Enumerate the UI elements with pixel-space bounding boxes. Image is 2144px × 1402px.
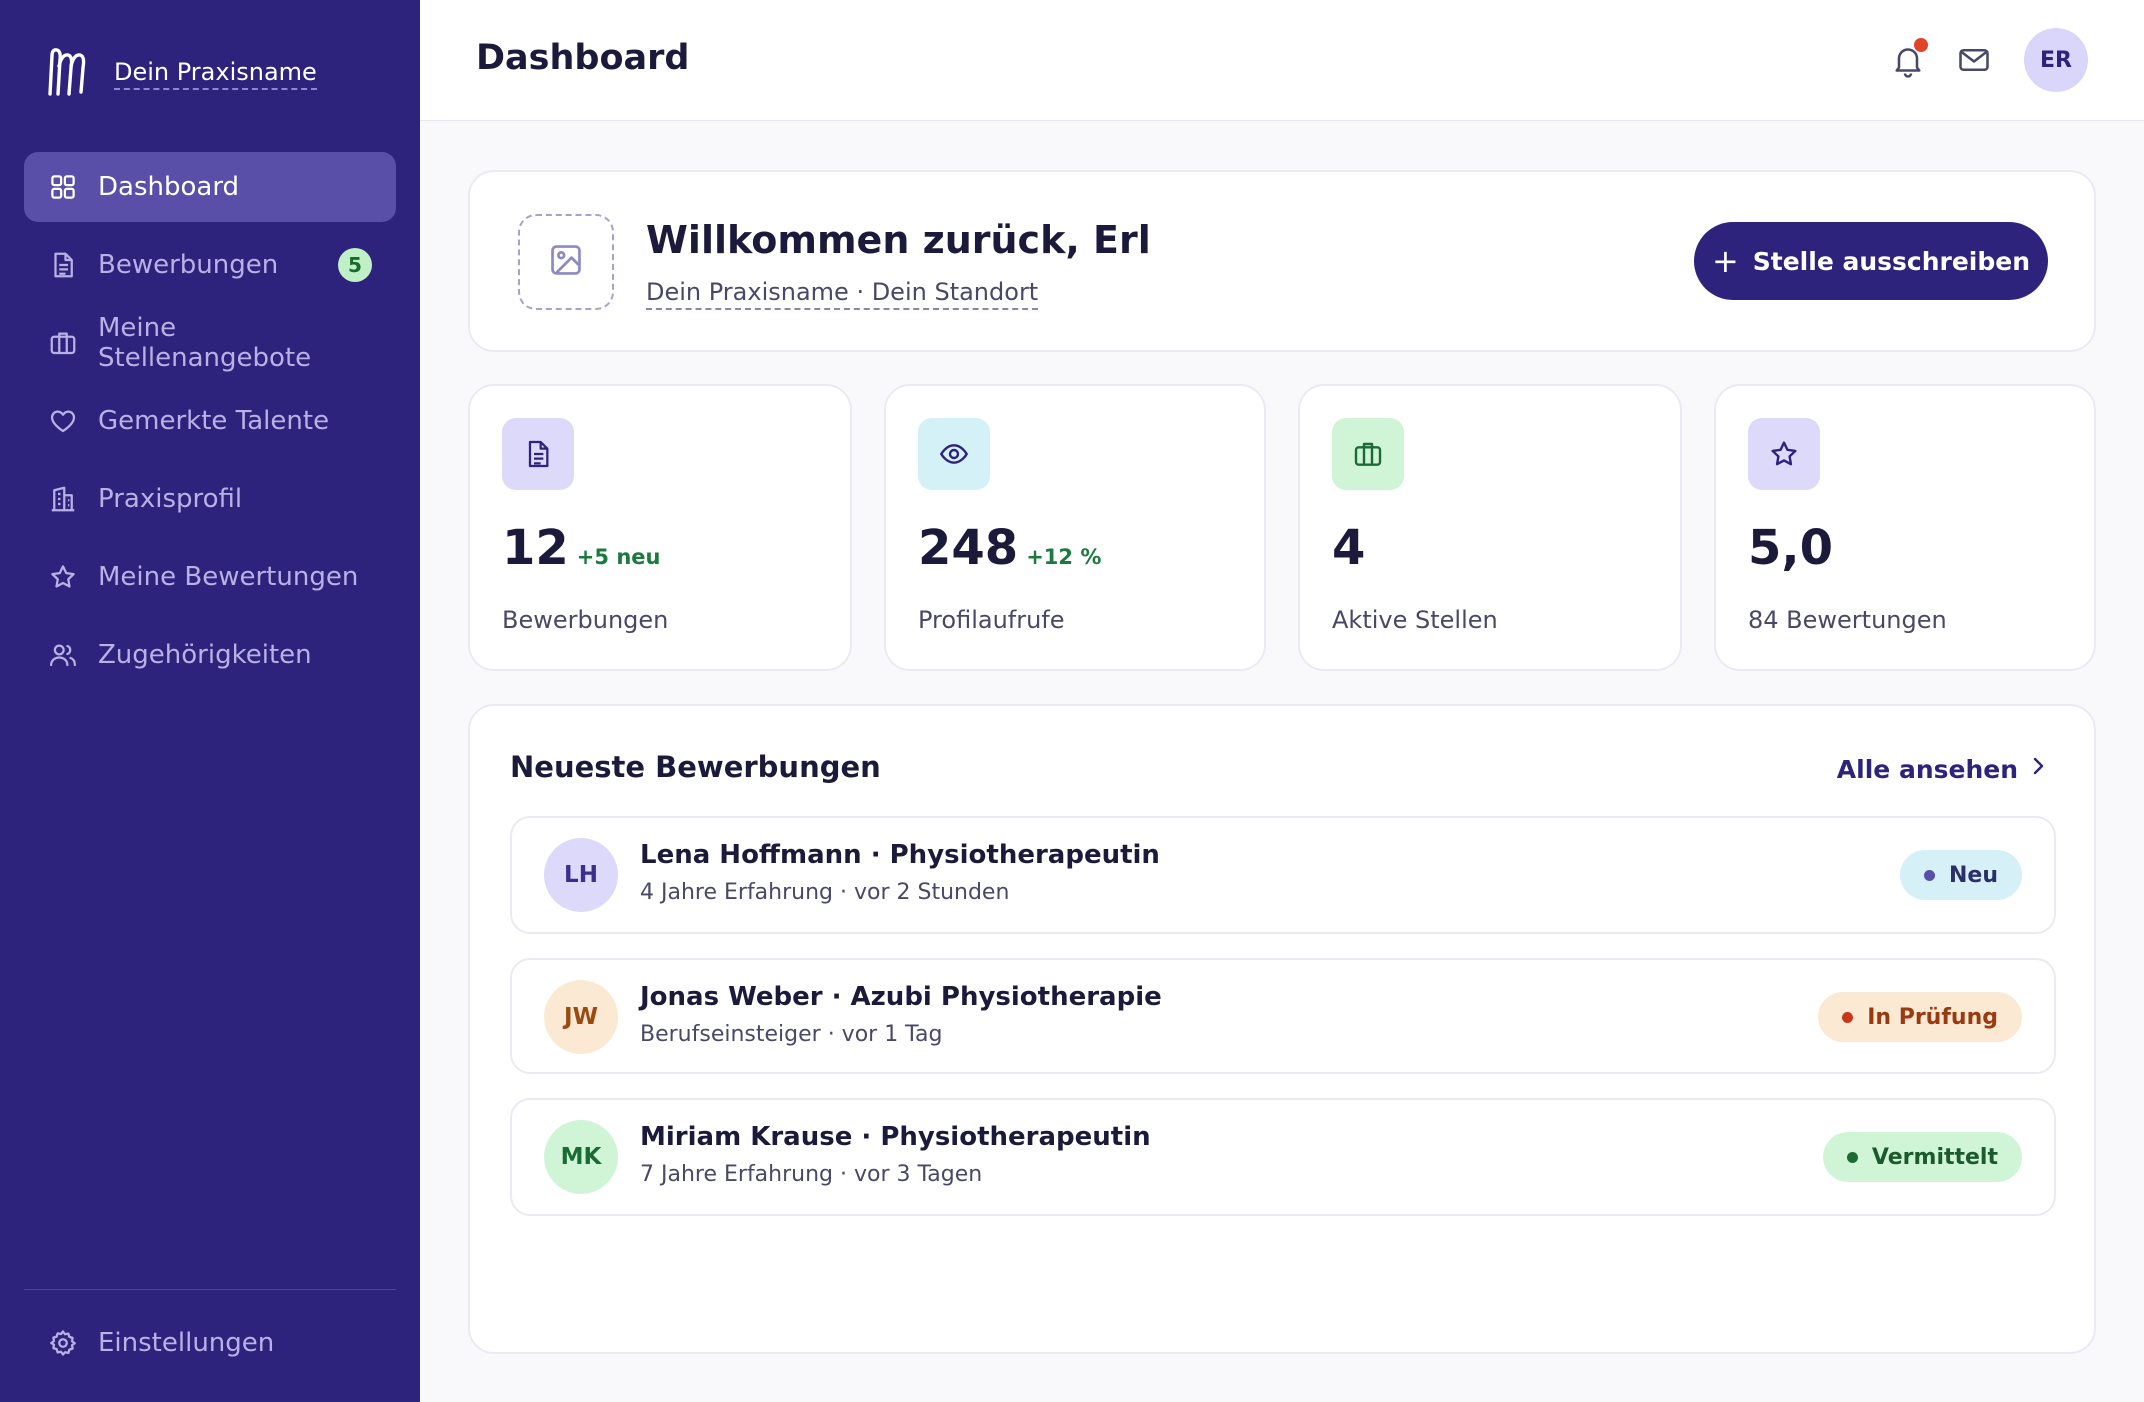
applicant-name: Miriam Krause · Physiotherapeutin [640, 1122, 1151, 1152]
stat-card-profile-views[interactable]: 248 +12 % Profilaufrufe [884, 384, 1266, 671]
page-title: Dashboard [476, 38, 690, 78]
hm-logo-icon [46, 46, 88, 102]
stat-label: Profilaufrufe [918, 606, 1065, 634]
stat-label: Aktive Stellen [1332, 606, 1498, 634]
sidebar-item-label: Praxisprofil [98, 484, 243, 514]
sidebar-item-dashboard[interactable]: Dashboard [24, 152, 396, 222]
sidebar-item-applications[interactable]: Bewerbungen 5 [24, 230, 396, 300]
users-icon [48, 640, 78, 670]
sidebar-item-practice-profile[interactable]: Praxisprofil [24, 464, 396, 534]
applicant-meta: 7 Jahre Erfahrung · vor 3 Tagen [640, 1162, 983, 1187]
applicant-avatar: JW [544, 980, 618, 1054]
status-badge: Neu [1900, 850, 2022, 900]
stat-label: Bewerbungen [502, 606, 669, 634]
sidebar-item-label: Gemerkte Talente [98, 406, 330, 436]
status-dot [1842, 1011, 1854, 1023]
status-badge: In Prüfung [1818, 992, 2022, 1042]
application-row[interactable]: LH Lena Hoffmann · Physiotherapeutin 4 J… [510, 816, 2056, 934]
applicant-name: Jonas Weber · Azubi Physiotherapie [640, 982, 1162, 1012]
section-title: Neueste Bewerbungen [510, 750, 881, 784]
recent-applications-card: Neueste Bewerbungen Alle ansehen LH Lena… [468, 704, 2096, 1354]
sidebar-item-label: Zugehörigkeiten [98, 640, 312, 670]
sidebar-item-label: Einstellungen [98, 1328, 275, 1358]
stat-value: 12 +5 neu [502, 520, 660, 576]
sidebar-nav: Dashboard Bewerbungen 5 Meine Stellenang… [24, 152, 396, 698]
briefcase-icon [48, 328, 78, 358]
eye-icon [918, 418, 990, 490]
sidebar-item-label: Dashboard [98, 172, 240, 202]
brand[interactable]: Dein Praxisname [46, 46, 317, 102]
application-row[interactable]: JW Jonas Weber · Azubi Physiotherapie Be… [510, 958, 2056, 1074]
sidebar-divider [24, 1289, 396, 1290]
status-label: Neu [1949, 862, 1998, 888]
stat-card-applications[interactable]: 12 +5 neu Bewerbungen [468, 384, 852, 671]
practice-location-link[interactable]: Dein Praxisname · Dein Standort [646, 278, 1039, 310]
star-icon [1748, 418, 1820, 490]
plus-icon: + [1711, 242, 1739, 280]
sidebar-item-job-offers[interactable]: Meine Stellenangebote [24, 308, 396, 378]
sidebar-item-affiliations[interactable]: Zugehörigkeiten [24, 620, 396, 690]
bell-icon [1890, 48, 1926, 82]
mail-icon [1956, 48, 1992, 82]
practice-name-link[interactable]: Dein Praxisname [114, 58, 317, 90]
stat-delta: +5 neu [576, 545, 661, 569]
stat-value: 5,0 [1748, 520, 1833, 576]
star-icon [48, 562, 78, 592]
briefcase-icon [1332, 418, 1404, 490]
post-job-label: Stelle ausschreiben [1752, 246, 2031, 276]
sidebar: Dein Praxisname Dashboard Bewerbungen 5 … [0, 0, 420, 1402]
sidebar-item-settings[interactable]: Einstellungen [24, 1308, 396, 1378]
top-header: Dashboard ER [420, 0, 2144, 121]
chevron-right-icon [2018, 754, 2050, 784]
welcome-title: Willkommen zurück, Erl [646, 218, 1151, 262]
see-all-link[interactable]: Alle ansehen [1837, 754, 2050, 784]
stat-number: 5,0 [1748, 520, 1834, 576]
status-label: Vermittelt [1871, 1144, 1998, 1170]
sidebar-item-label: Bewerbungen [98, 250, 279, 280]
applicant-meta: Berufseinsteiger · vor 1 Tag [640, 1022, 943, 1047]
sidebar-item-saved-talents[interactable]: Gemerkte Talente [24, 386, 396, 456]
notification-dot [1914, 38, 1928, 52]
stat-number: 4 [1332, 520, 1366, 576]
applicant-meta: 4 Jahre Erfahrung · vor 2 Stunden [640, 880, 1010, 905]
application-row[interactable]: MK Miriam Krause · Physiotherapeutin 7 J… [510, 1098, 2056, 1216]
heart-icon [48, 406, 78, 436]
sidebar-item-label: Meine Bewertungen [98, 562, 359, 592]
user-avatar[interactable]: ER [2024, 28, 2088, 92]
stat-card-active-jobs[interactable]: 4 Aktive Stellen [1298, 384, 1682, 671]
status-dot [1924, 869, 1935, 881]
welcome-card: Willkommen zurück, Erl Dein Praxisname ·… [468, 170, 2096, 352]
stat-value: 248 +12 % [918, 520, 1101, 576]
stat-number: 12 [502, 520, 569, 576]
logo-upload-placeholder[interactable] [518, 214, 614, 310]
applicant-name: Lena Hoffmann · Physiotherapeutin [640, 840, 1160, 870]
see-all-label: Alle ansehen [1836, 754, 2018, 784]
stat-value: 4 [1332, 520, 1365, 576]
status-dot [1846, 1151, 1858, 1163]
stat-label: 84 Bewertungen [1748, 606, 1947, 634]
post-job-button[interactable]: + Stelle ausschreiben [1694, 222, 2048, 300]
applicant-avatar: LH [544, 838, 618, 912]
messages-button[interactable] [1956, 42, 1992, 78]
notifications-button[interactable] [1890, 38, 1928, 78]
applicant-avatar: MK [544, 1120, 618, 1194]
building-icon [48, 484, 78, 514]
stat-number: 248 [918, 520, 1019, 576]
sidebar-item-label: Meine Stellenangebote [98, 313, 312, 373]
applications-count-badge: 5 [338, 248, 372, 282]
document-icon [48, 250, 78, 280]
image-icon [547, 241, 585, 283]
status-badge: Vermittelt [1822, 1132, 2022, 1182]
stat-delta: +12 % [1026, 545, 1102, 569]
status-label: In Prüfung [1867, 1004, 1998, 1030]
document-icon [502, 418, 574, 490]
gear-icon [48, 1328, 78, 1358]
stat-card-reviews[interactable]: 5,0 84 Bewertungen [1714, 384, 2096, 671]
grid-icon [48, 172, 78, 202]
sidebar-item-my-reviews[interactable]: Meine Bewertungen [24, 542, 396, 612]
